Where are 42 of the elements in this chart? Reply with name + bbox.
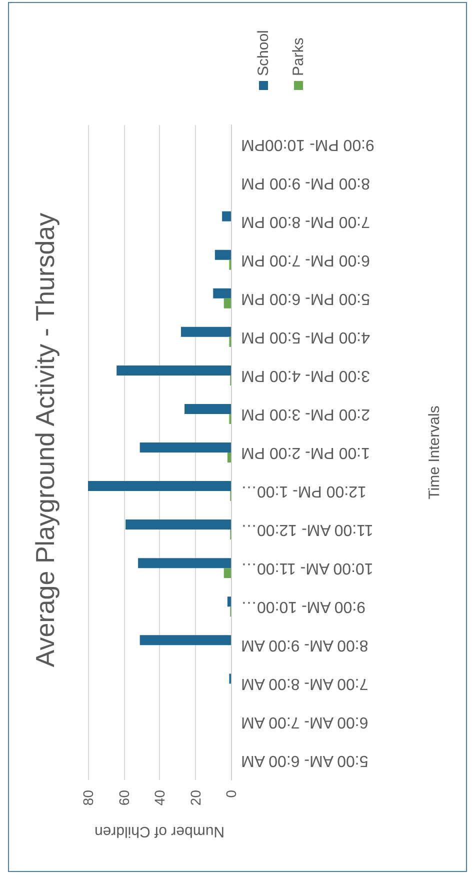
y-tick-label: 4:00 PM- 5:00 PM	[241, 328, 370, 346]
bar	[140, 442, 231, 452]
bar	[214, 250, 231, 260]
y-tick-label: 9:00 PM- 10:00PM	[241, 136, 374, 153]
y-tick-label: 8:00 PM- 9:00 PM	[241, 174, 370, 192]
bar	[184, 404, 231, 414]
y-tick-label: 2:00 PM- 3:00 PM	[241, 405, 370, 422]
y-tick-label: 8:00 AM- 9:00 AM	[241, 636, 368, 654]
x-tick-label: 40	[152, 790, 168, 806]
bar	[227, 596, 231, 607]
text: School	[255, 30, 272, 76]
x-tick-label: 0	[223, 790, 239, 798]
y-tick-label: 10:00 AM- 11:00…	[241, 560, 374, 577]
bar	[138, 558, 231, 568]
y-tick-label: 7:00 PM- 8:00 PM	[241, 212, 370, 230]
text: Parks	[290, 38, 307, 76]
bar	[224, 568, 231, 578]
y-axis-title: Time Intervals	[426, 406, 443, 500]
text: Average Playground Activity - Thursday	[30, 212, 60, 668]
bar	[227, 452, 231, 462]
y-tick-label: 7:00 AM- 8:00 AM	[241, 675, 368, 692]
bar	[222, 211, 231, 222]
y-tick-label: 1:00 PM- 2:00 PM	[241, 444, 370, 461]
x-tick-label: 20	[187, 790, 204, 806]
bar	[126, 520, 231, 530]
x-axis-title: Number of Children	[94, 823, 225, 840]
y-tick-label: 5:00 PM- 6:00 PM	[241, 290, 370, 307]
y-tick-label: 5:00 AM- 6:00 AM	[241, 752, 368, 770]
bar	[88, 481, 231, 492]
bar	[116, 365, 231, 376]
y-tick-label: 3:00 PM- 4:00 PM	[241, 366, 370, 384]
y-tick-label: 12:00 PM- 1:00…	[241, 482, 366, 500]
x-tick-label: 60	[116, 790, 132, 806]
bar	[140, 635, 231, 646]
y-tick-label: 11:00 AM- 12:00…	[241, 521, 374, 538]
bar	[224, 298, 231, 308]
y-tick-label: 6:00 PM- 7:00 PM	[241, 251, 370, 268]
x-tick-label: 80	[80, 790, 96, 806]
y-tick-label: 9:00 AM- 10:00…	[241, 598, 366, 616]
bar	[213, 288, 231, 298]
bar	[180, 326, 231, 337]
y-tick-label: 6:00 AM- 7:00 AM	[241, 714, 368, 731]
